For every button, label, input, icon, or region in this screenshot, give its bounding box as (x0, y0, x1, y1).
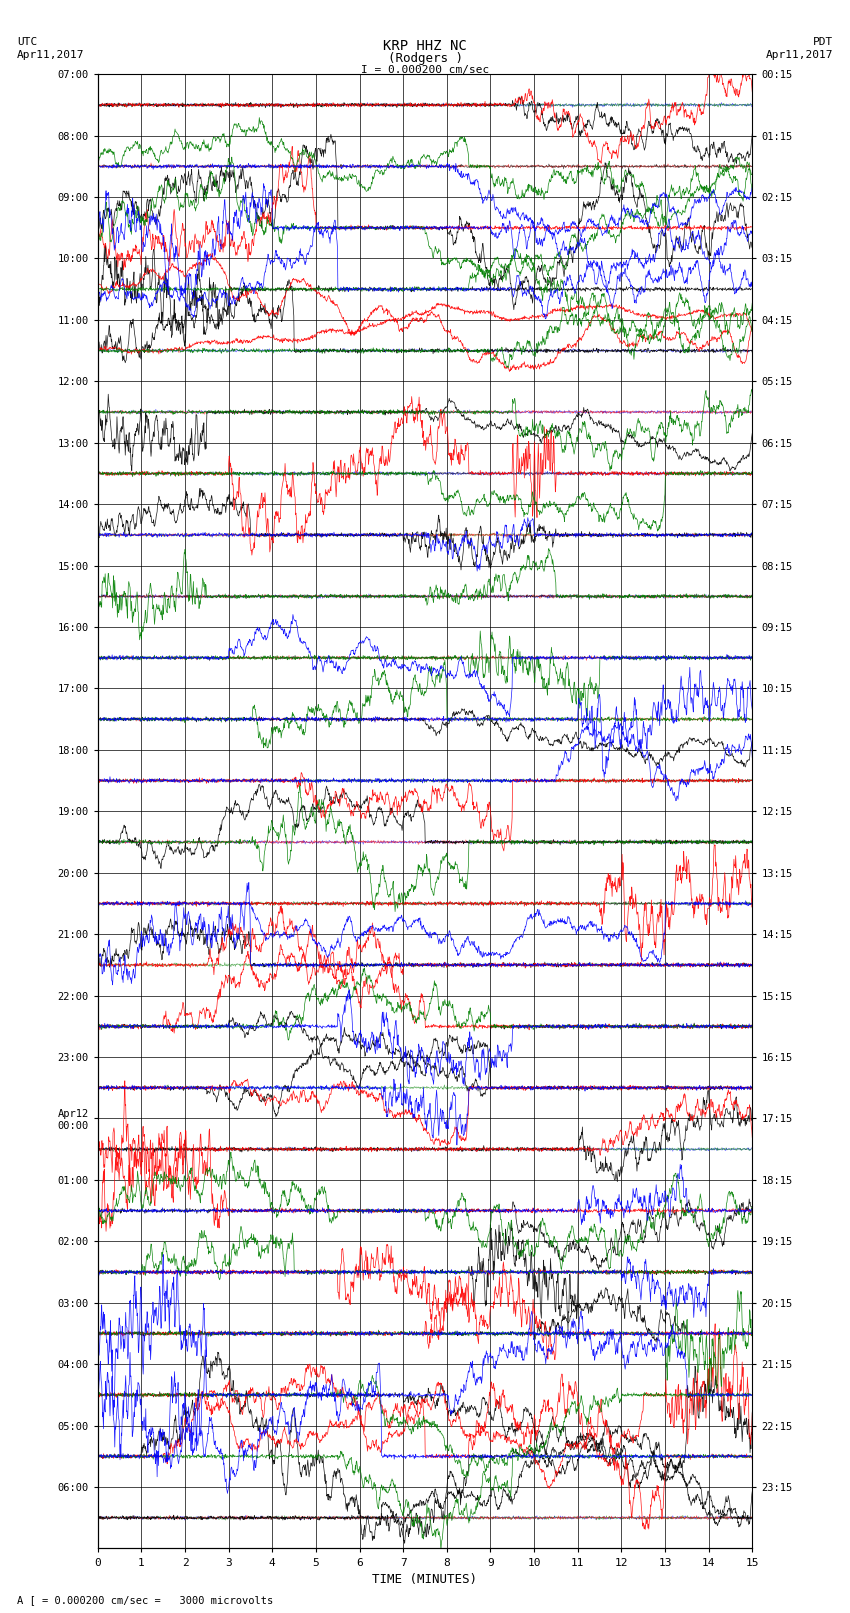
Text: UTC: UTC (17, 37, 37, 47)
Text: KRP HHZ NC: KRP HHZ NC (383, 39, 467, 53)
Text: A [ = 0.000200 cm/sec =   3000 microvolts: A [ = 0.000200 cm/sec = 3000 microvolts (17, 1595, 273, 1605)
Text: PDT: PDT (813, 37, 833, 47)
Text: (Rodgers ): (Rodgers ) (388, 52, 462, 65)
X-axis label: TIME (MINUTES): TIME (MINUTES) (372, 1573, 478, 1586)
Text: Apr11,2017: Apr11,2017 (766, 50, 833, 60)
Text: Apr11,2017: Apr11,2017 (17, 50, 84, 60)
Text: I = 0.000200 cm/sec: I = 0.000200 cm/sec (361, 65, 489, 74)
